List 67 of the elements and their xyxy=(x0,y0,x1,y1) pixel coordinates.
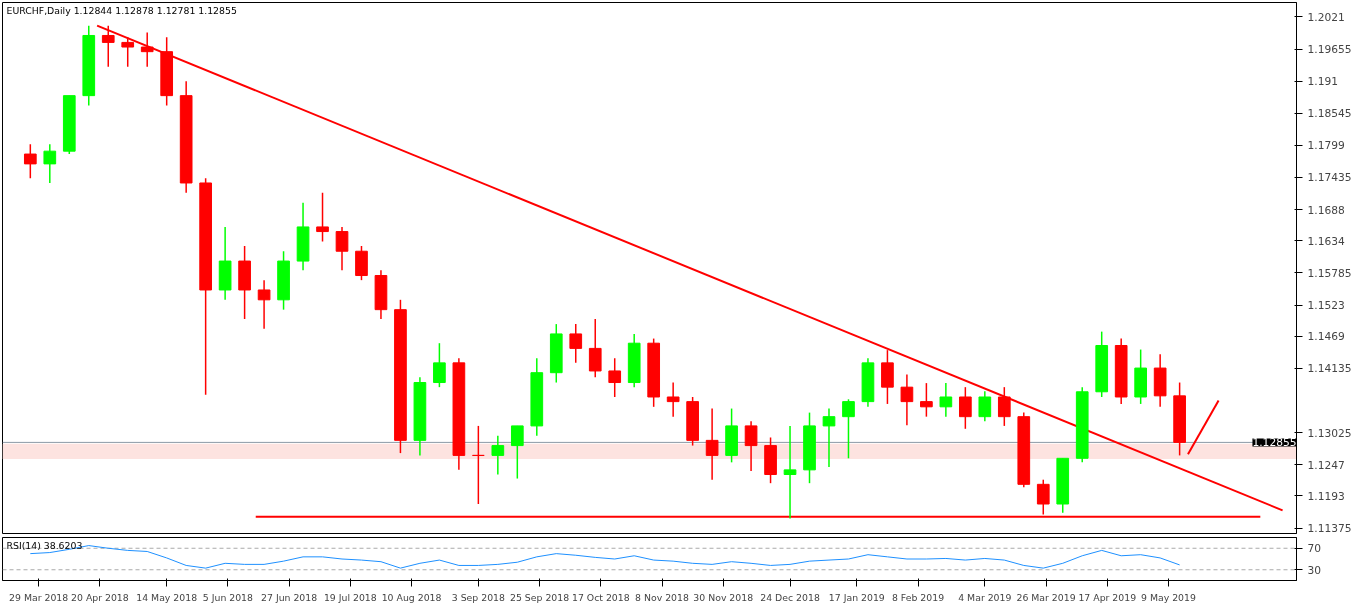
y-tick-label: 1.11375 xyxy=(1307,522,1352,535)
x-tick-label: 27 Jun 2018 xyxy=(261,591,318,603)
candlestick xyxy=(257,279,271,330)
candlestick xyxy=(920,382,933,418)
x-tick-label: 5 Jun 2018 xyxy=(202,591,254,603)
y-tick-label: 1.15785 xyxy=(1307,266,1352,280)
candlestick xyxy=(140,31,154,68)
y-tick-label: 1.2021 xyxy=(1307,10,1345,24)
candlestick xyxy=(939,382,953,418)
candlestick xyxy=(705,407,719,481)
candlestick xyxy=(997,386,1011,427)
candlestick xyxy=(569,323,583,364)
candlestick xyxy=(316,192,329,243)
x-tick-label: 14 May 2018 xyxy=(136,591,198,603)
candlestick xyxy=(744,420,758,472)
y-tick-label: 1.18545 xyxy=(1307,107,1352,121)
y-tick-label: 1.17435 xyxy=(1307,171,1352,185)
x-tick-label: 4 Mar 2019 xyxy=(958,591,1012,603)
y-tick-label: 1.1469 xyxy=(1307,330,1346,344)
x-tick-label: 10 Aug 2018 xyxy=(381,591,442,603)
candlestick xyxy=(23,143,37,180)
candlestick xyxy=(121,36,135,68)
candlestick xyxy=(472,425,485,505)
candlestick xyxy=(842,398,855,460)
y-tick-label: 30 xyxy=(1307,563,1322,577)
x-tick-label: 9 May 2019 xyxy=(1141,591,1196,603)
candlestick xyxy=(335,226,349,272)
candlestick xyxy=(783,425,797,520)
chart-title: EURCHF,Daily 1.12844 1.12878 1.12781 1.12855 xyxy=(6,4,237,16)
candlestick xyxy=(666,381,680,418)
x-tick-label: 29 Mar 2018 xyxy=(9,591,69,603)
y-tick-label: 1.191 xyxy=(1307,75,1339,89)
x-tick-label: 20 Apr 2018 xyxy=(71,591,129,603)
candlestick xyxy=(43,143,57,184)
candlestick xyxy=(959,386,972,430)
x-tick-label: 30 Nov 2018 xyxy=(693,591,754,603)
candlestick xyxy=(978,390,992,423)
x-tick-label: 8 Feb 2019 xyxy=(891,591,945,603)
candlestick xyxy=(900,373,914,427)
candlestick xyxy=(608,357,622,398)
candlestick xyxy=(822,407,836,468)
x-tick-label: 25 Sep 2018 xyxy=(510,591,570,603)
ref-line-label: 1.12855 xyxy=(1252,436,1297,450)
y-tick-label: 1.1247 xyxy=(1307,458,1345,472)
candlestick xyxy=(491,435,505,476)
x-tick-label: 3 Sep 2018 xyxy=(451,591,506,603)
y-tick-label: 1.19655 xyxy=(1307,43,1352,57)
x-tick-label: 24 Dec 2018 xyxy=(760,591,820,603)
y-tick-label: 1.14135 xyxy=(1307,362,1352,376)
y-tick-label: 70 xyxy=(1307,542,1322,556)
candlestick xyxy=(433,342,446,388)
x-tick-label: 26 Mar 2019 xyxy=(1016,591,1076,603)
x-tick-label: 17 Jan 2019 xyxy=(828,591,885,603)
y-tick-label: 1.1193 xyxy=(1307,489,1345,503)
y-tick-label: 1.1688 xyxy=(1307,203,1346,217)
x-tick-label: 8 Nov 2018 xyxy=(635,591,689,603)
x-tick-label: 19 Jul 2018 xyxy=(323,591,377,603)
candlestick xyxy=(510,425,524,480)
y-tick-label: 1.1523 xyxy=(1307,299,1345,313)
candlestick xyxy=(588,318,602,379)
y-tick-label: 1.1799 xyxy=(1307,139,1346,153)
chart-title: RSI(14) 38.6203 xyxy=(6,539,83,551)
x-tick-label: 17 Oct 2018 xyxy=(571,591,630,603)
candlestick xyxy=(1036,478,1050,516)
x-tick-label: 17 Apr 2019 xyxy=(1078,591,1137,603)
y-tick-label: 1.1634 xyxy=(1307,234,1346,248)
y-tick-label: 1.13025 xyxy=(1307,426,1352,440)
